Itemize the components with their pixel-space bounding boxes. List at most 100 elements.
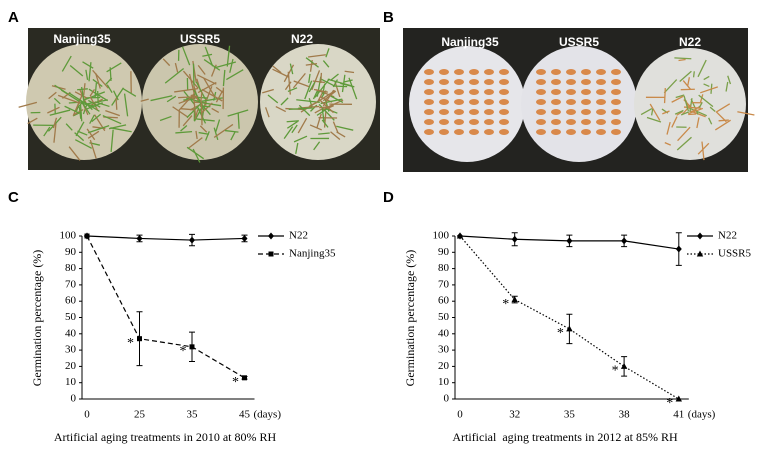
seedling bbox=[321, 119, 329, 128]
seedling bbox=[48, 91, 57, 100]
seedling bbox=[201, 102, 213, 114]
seedling bbox=[322, 60, 330, 68]
seedling bbox=[201, 88, 223, 102]
seed bbox=[454, 79, 464, 85]
variety-label: N22 bbox=[679, 35, 701, 49]
seedling bbox=[312, 90, 318, 100]
point bbox=[241, 234, 248, 242]
seedling bbox=[293, 135, 308, 143]
seedling bbox=[313, 141, 321, 151]
y-tick-label: 80 bbox=[438, 262, 450, 274]
seed bbox=[566, 69, 576, 75]
seedling bbox=[698, 94, 714, 108]
point bbox=[136, 234, 143, 242]
seedling bbox=[102, 114, 122, 125]
seed bbox=[536, 129, 546, 135]
seedling bbox=[91, 113, 102, 123]
seed bbox=[551, 79, 561, 85]
seed bbox=[536, 69, 546, 75]
seed bbox=[566, 119, 576, 125]
seed bbox=[551, 129, 561, 135]
seedling bbox=[308, 73, 311, 84]
y-tick-label: 100 bbox=[60, 230, 77, 242]
seedling bbox=[222, 69, 226, 87]
seed bbox=[484, 79, 494, 85]
seed bbox=[484, 89, 494, 95]
seedling bbox=[313, 88, 328, 93]
seed bbox=[424, 129, 434, 135]
seed bbox=[611, 99, 621, 105]
seed bbox=[581, 109, 591, 115]
legend-marker bbox=[696, 250, 704, 257]
seedling bbox=[115, 97, 118, 110]
seedling bbox=[211, 107, 220, 114]
seedling bbox=[213, 123, 234, 138]
x-tick-label: 45 bbox=[239, 409, 251, 421]
seedling bbox=[229, 58, 234, 73]
seedling bbox=[85, 69, 89, 80]
seedling bbox=[196, 96, 208, 99]
seed bbox=[566, 129, 576, 135]
seedling bbox=[262, 88, 274, 94]
seed bbox=[551, 69, 561, 75]
seedling bbox=[88, 62, 92, 82]
seedling bbox=[327, 78, 351, 87]
x-tick-label: 25 bbox=[134, 409, 146, 421]
seed bbox=[536, 119, 546, 125]
seedling bbox=[94, 101, 110, 108]
x-tick-label: 35 bbox=[187, 409, 199, 421]
y-tick-label: 30 bbox=[438, 344, 450, 356]
seed bbox=[469, 99, 479, 105]
significance-mark: * bbox=[557, 326, 564, 341]
seedling bbox=[683, 95, 690, 112]
seedling bbox=[332, 121, 339, 134]
seed bbox=[611, 119, 621, 125]
seed bbox=[581, 79, 591, 85]
seedling bbox=[696, 117, 700, 129]
seed bbox=[596, 89, 606, 95]
seedling bbox=[53, 122, 57, 143]
dish bbox=[634, 48, 746, 160]
seedling bbox=[666, 121, 671, 135]
seed bbox=[424, 89, 434, 95]
seedling bbox=[61, 55, 72, 72]
seedling bbox=[80, 102, 97, 108]
seedling bbox=[84, 91, 106, 101]
seedling bbox=[49, 109, 71, 116]
y-tick-label: 90 bbox=[65, 246, 77, 258]
seed bbox=[454, 119, 464, 125]
seed bbox=[581, 99, 591, 105]
seedling bbox=[204, 46, 214, 67]
seed bbox=[454, 89, 464, 95]
seedling bbox=[68, 146, 81, 161]
panel-label: C bbox=[8, 189, 19, 206]
y-tick-label: 60 bbox=[65, 295, 77, 307]
seedling bbox=[286, 120, 299, 129]
seedling bbox=[54, 84, 69, 95]
seedling bbox=[697, 59, 707, 78]
seedling bbox=[286, 120, 299, 123]
seedling bbox=[343, 79, 353, 83]
seedling bbox=[200, 91, 203, 103]
seedling bbox=[224, 129, 239, 133]
seedling bbox=[312, 80, 325, 84]
seed bbox=[566, 89, 576, 95]
seedling bbox=[304, 80, 313, 100]
seed bbox=[596, 109, 606, 115]
seedling bbox=[106, 84, 113, 94]
legend-label: N22 bbox=[718, 230, 737, 242]
seedling bbox=[650, 108, 654, 116]
significance-mark: * bbox=[666, 396, 673, 411]
seedling bbox=[89, 139, 97, 159]
seedling bbox=[297, 117, 308, 134]
seedling bbox=[334, 81, 341, 98]
seedling bbox=[330, 73, 339, 81]
seedling bbox=[267, 94, 279, 104]
seed bbox=[566, 79, 576, 85]
seedling bbox=[74, 132, 85, 142]
y-tick-label: 40 bbox=[438, 327, 450, 339]
seed bbox=[499, 79, 509, 85]
seedling bbox=[166, 95, 177, 103]
variety-label: USSR5 bbox=[559, 35, 599, 49]
seedling bbox=[195, 130, 198, 140]
